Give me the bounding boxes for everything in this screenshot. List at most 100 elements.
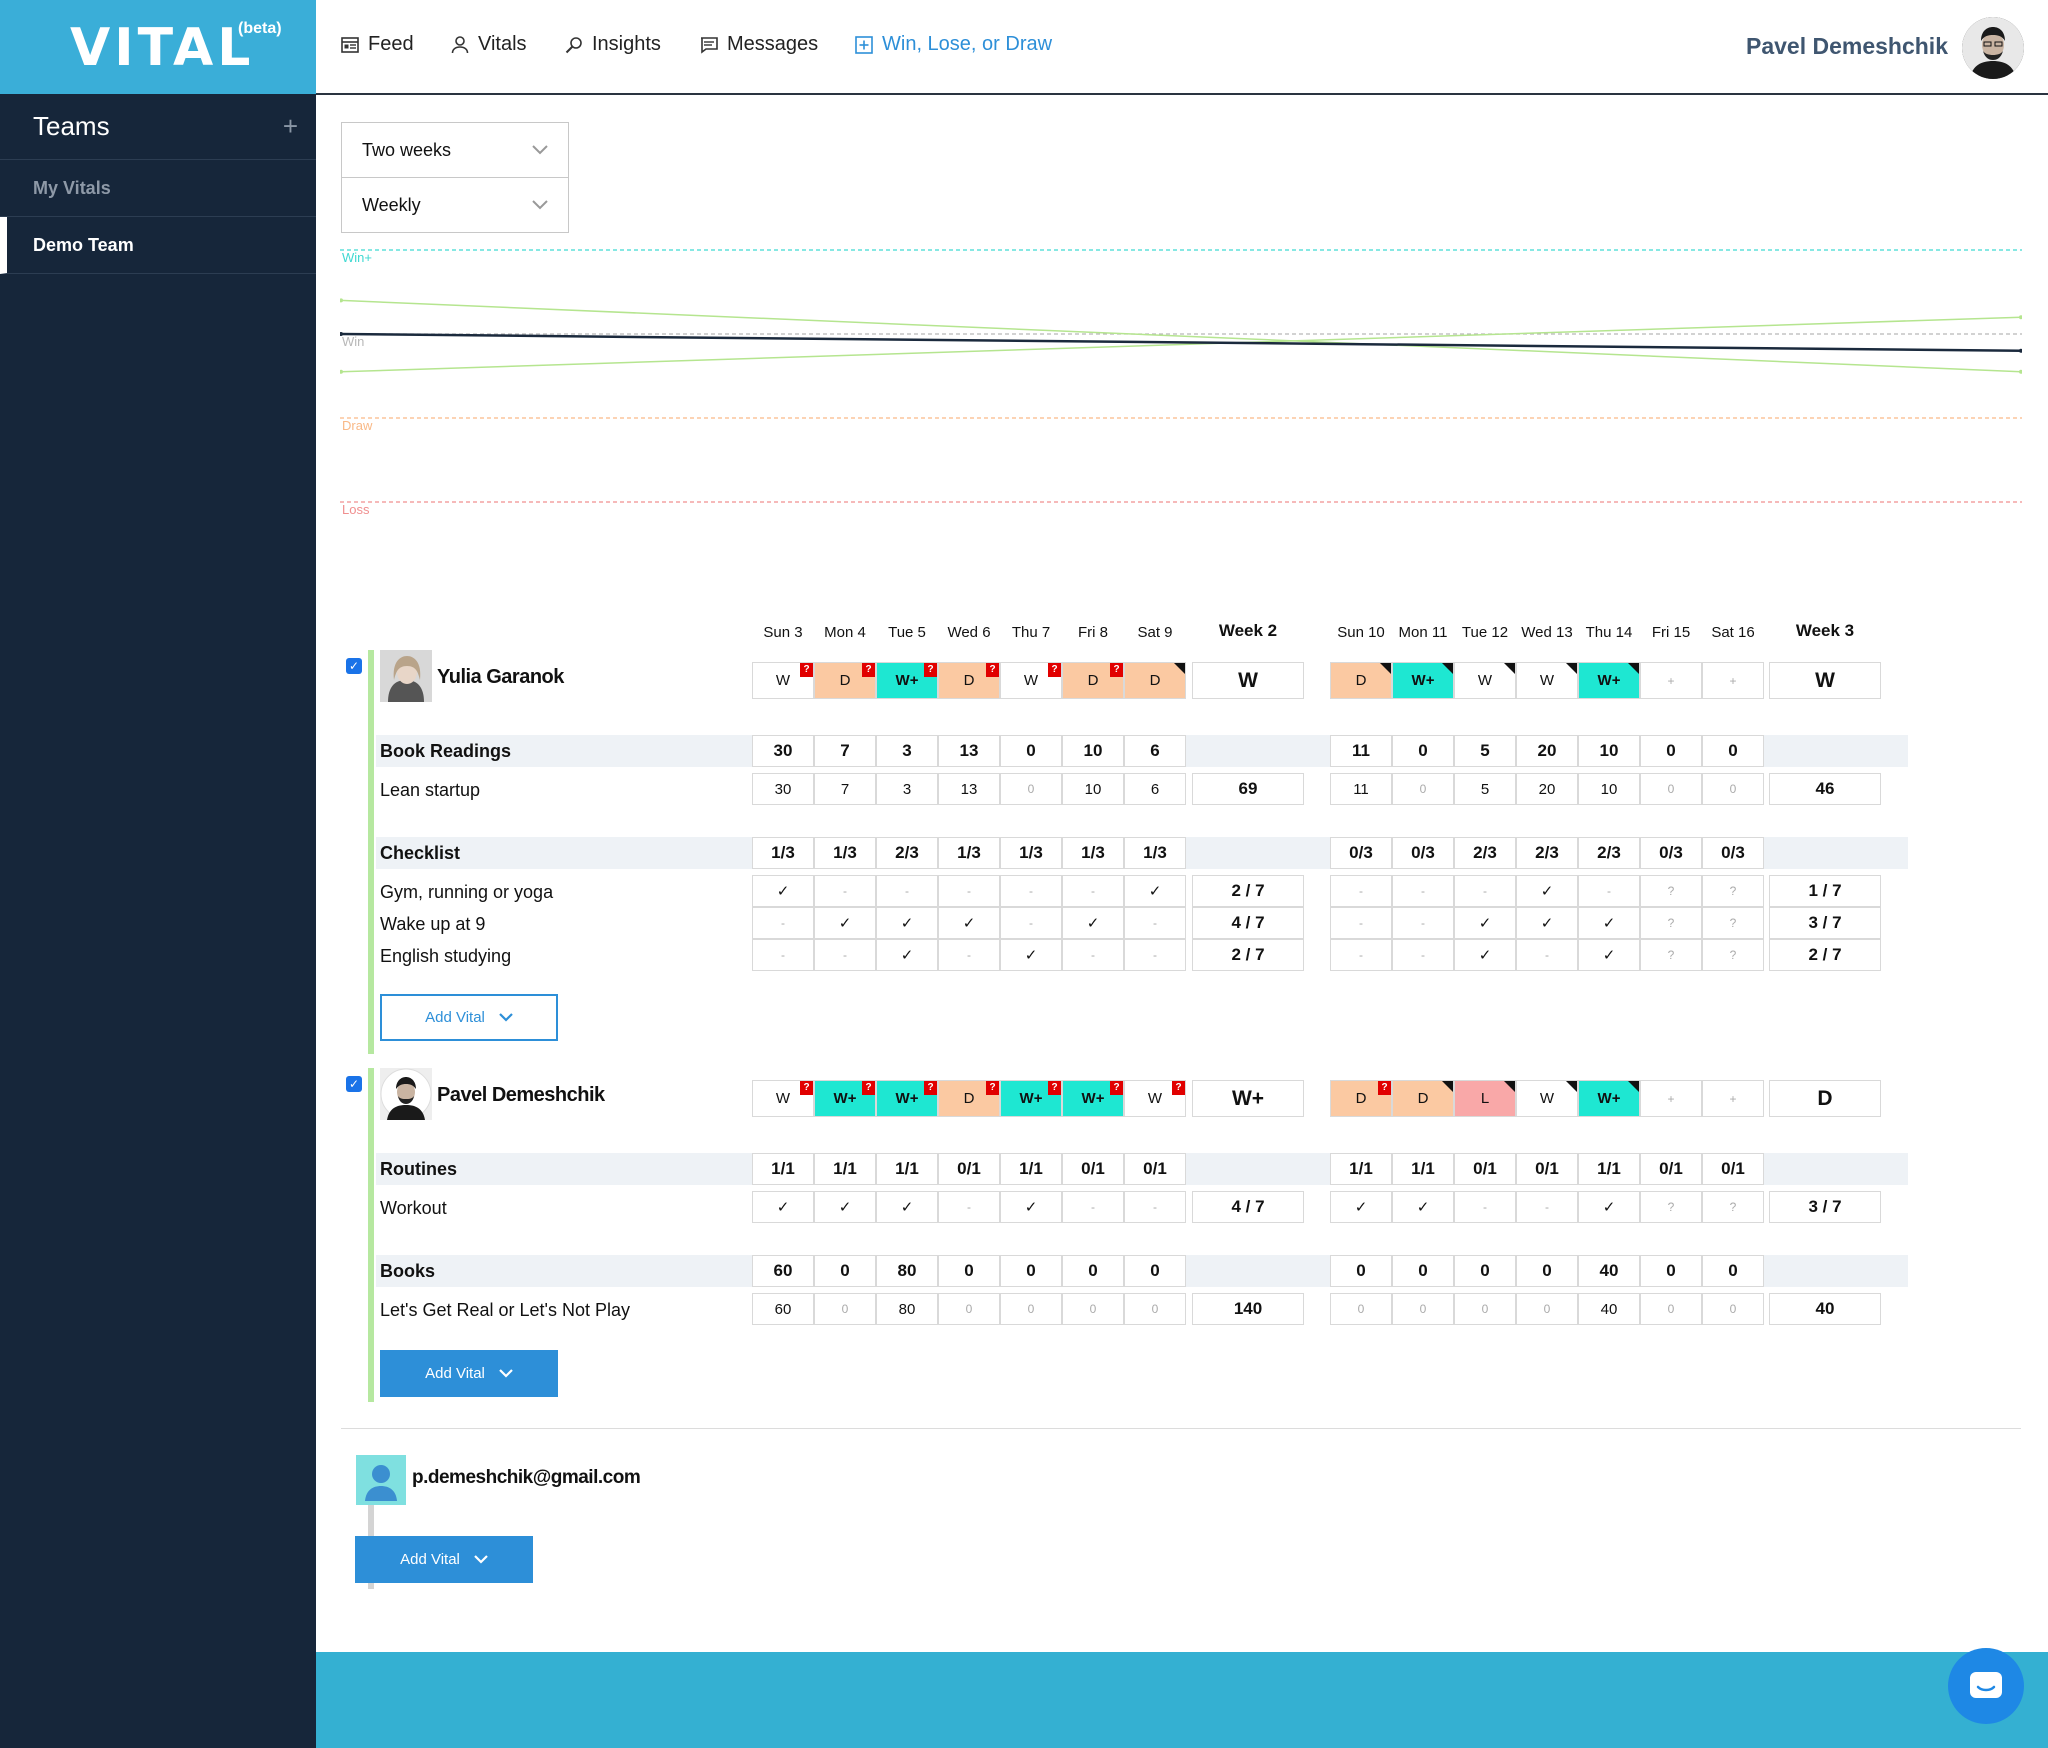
vital-value-cell[interactable]: - — [1124, 1191, 1186, 1223]
vital-value-cell[interactable]: 30 — [752, 773, 814, 805]
vital-value-cell[interactable]: ✓ — [814, 907, 876, 939]
vital-value-cell[interactable]: 10 — [1062, 773, 1124, 805]
vital-value-cell[interactable]: ✓ — [1516, 875, 1578, 907]
vital-value-cell[interactable]: ✓ — [876, 939, 938, 971]
day-result-cell[interactable]: W+? — [1000, 1080, 1062, 1117]
day-result-cell[interactable]: D — [1330, 662, 1392, 699]
day-result-cell[interactable]: W — [1516, 1080, 1578, 1117]
vital-value-cell[interactable]: ? — [1640, 1191, 1702, 1223]
day-result-cell[interactable]: W+? — [814, 1080, 876, 1117]
vital-value-cell[interactable]: ? — [1702, 939, 1764, 971]
vital-value-cell[interactable]: ✓ — [1578, 907, 1640, 939]
vital-value-cell[interactable]: - — [1000, 907, 1062, 939]
vital-value-cell[interactable]: ✓ — [1578, 1191, 1640, 1223]
vital-value-cell[interactable]: 0 — [1392, 773, 1454, 805]
day-result-cell[interactable]: W+ — [1578, 662, 1640, 699]
vital-value-cell[interactable]: ✓ — [876, 907, 938, 939]
vital-value-cell[interactable]: - — [1392, 939, 1454, 971]
day-result-cell[interactable]: + — [1702, 662, 1764, 699]
day-result-cell[interactable]: L — [1454, 1080, 1516, 1117]
add-vital-button[interactable]: Add Vital — [380, 994, 558, 1041]
day-result-cell[interactable]: W+ — [1578, 1080, 1640, 1117]
vital-value-cell[interactable]: ✓ — [752, 1191, 814, 1223]
vital-value-cell[interactable]: - — [1000, 875, 1062, 907]
invited-add-vital-button[interactable]: Add Vital — [355, 1536, 533, 1583]
chat-launcher-button[interactable] — [1948, 1648, 2024, 1724]
add-team-icon[interactable]: + — [282, 111, 298, 141]
vital-value-cell[interactable]: 0 — [1000, 773, 1062, 805]
vital-value-cell[interactable]: ✓ — [1454, 939, 1516, 971]
vital-value-cell[interactable]: ✓ — [1578, 939, 1640, 971]
vital-value-cell[interactable]: 10 — [1578, 773, 1640, 805]
day-result-cell[interactable]: D? — [1062, 662, 1124, 699]
vital-value-cell[interactable]: - — [938, 875, 1000, 907]
nav-insights[interactable]: Insights — [564, 33, 661, 56]
member-checkbox[interactable]: ✓ — [346, 658, 362, 674]
vital-value-cell[interactable]: ? — [1640, 939, 1702, 971]
vital-value-cell[interactable]: - — [1062, 1191, 1124, 1223]
day-result-cell[interactable]: D? — [938, 662, 1000, 699]
day-result-cell[interactable]: W+? — [876, 662, 938, 699]
day-result-cell[interactable]: W+? — [1062, 1080, 1124, 1117]
vital-label[interactable]: Let's Get Real or Let's Not Play — [380, 1300, 630, 1320]
vital-value-cell[interactable]: 20 — [1516, 773, 1578, 805]
vital-value-cell[interactable]: - — [1516, 1191, 1578, 1223]
vital-value-cell[interactable]: - — [1392, 907, 1454, 939]
vital-value-cell[interactable]: - — [1124, 939, 1186, 971]
day-result-cell[interactable]: D? — [814, 662, 876, 699]
vital-value-cell[interactable]: - — [1454, 875, 1516, 907]
vital-value-cell[interactable]: ✓ — [876, 1191, 938, 1223]
day-result-cell[interactable]: + — [1640, 1080, 1702, 1117]
vital-value-cell[interactable]: - — [938, 1191, 1000, 1223]
nav-feed[interactable]: Feed — [340, 33, 414, 56]
vital-value-cell[interactable]: 0 — [1454, 1293, 1516, 1325]
current-user-avatar[interactable] — [1962, 17, 2024, 79]
vital-value-cell[interactable]: 7 — [814, 773, 876, 805]
day-result-cell[interactable]: D — [1392, 1080, 1454, 1117]
vital-value-cell[interactable]: 0 — [1640, 773, 1702, 805]
vital-value-cell[interactable]: 0 — [814, 1293, 876, 1325]
vital-value-cell[interactable]: 5 — [1454, 773, 1516, 805]
day-result-cell[interactable]: W — [1454, 662, 1516, 699]
day-result-cell[interactable]: W — [1516, 662, 1578, 699]
nav-vitals[interactable]: Vitals — [450, 33, 527, 56]
vital-value-cell[interactable]: 13 — [938, 773, 1000, 805]
vital-value-cell[interactable]: ? — [1702, 907, 1764, 939]
vital-value-cell[interactable]: 0 — [938, 1293, 1000, 1325]
vital-value-cell[interactable]: - — [752, 907, 814, 939]
vital-label[interactable]: Gym, running or yoga — [380, 882, 554, 902]
vital-value-cell[interactable]: ✓ — [752, 875, 814, 907]
vital-value-cell[interactable]: 0 — [1702, 773, 1764, 805]
vital-label[interactable]: Workout — [380, 1198, 447, 1218]
vital-value-cell[interactable]: 0 — [1516, 1293, 1578, 1325]
vital-label[interactable]: English studying — [380, 946, 512, 966]
sidebar-item-my-vitals[interactable]: My Vitals — [0, 160, 316, 217]
vital-value-cell[interactable]: ? — [1640, 875, 1702, 907]
vital-value-cell[interactable]: - — [1454, 1191, 1516, 1223]
vital-value-cell[interactable]: 80 — [876, 1293, 938, 1325]
vital-value-cell[interactable]: 0 — [1062, 1293, 1124, 1325]
day-result-cell[interactable]: W? — [752, 662, 814, 699]
vital-value-cell[interactable]: 0 — [1702, 1293, 1764, 1325]
vital-value-cell[interactable]: - — [876, 875, 938, 907]
vital-label[interactable]: Lean startup — [380, 780, 481, 800]
vital-value-cell[interactable]: ✓ — [1454, 907, 1516, 939]
day-result-cell[interactable]: W? — [752, 1080, 814, 1117]
day-result-cell[interactable]: D — [1124, 662, 1186, 699]
vital-value-cell[interactable]: ✓ — [938, 907, 1000, 939]
sidebar-item-demo-team[interactable]: Demo Team — [0, 217, 316, 274]
vital-value-cell[interactable]: ? — [1702, 875, 1764, 907]
vital-value-cell[interactable]: - — [1124, 907, 1186, 939]
vital-value-cell[interactable]: - — [752, 939, 814, 971]
period-select[interactable]: Two weeks — [341, 122, 569, 178]
vital-value-cell[interactable]: - — [1330, 907, 1392, 939]
day-result-cell[interactable]: W+ — [1392, 662, 1454, 699]
vital-value-cell[interactable]: 60 — [752, 1293, 814, 1325]
vital-value-cell[interactable]: ✓ — [1000, 1191, 1062, 1223]
vital-value-cell[interactable]: - — [1330, 939, 1392, 971]
vital-value-cell[interactable]: 0 — [1392, 1293, 1454, 1325]
vital-value-cell[interactable]: - — [1516, 939, 1578, 971]
vital-value-cell[interactable]: - — [938, 939, 1000, 971]
vital-value-cell[interactable]: 11 — [1330, 773, 1392, 805]
vital-value-cell[interactable]: ✓ — [1392, 1191, 1454, 1223]
